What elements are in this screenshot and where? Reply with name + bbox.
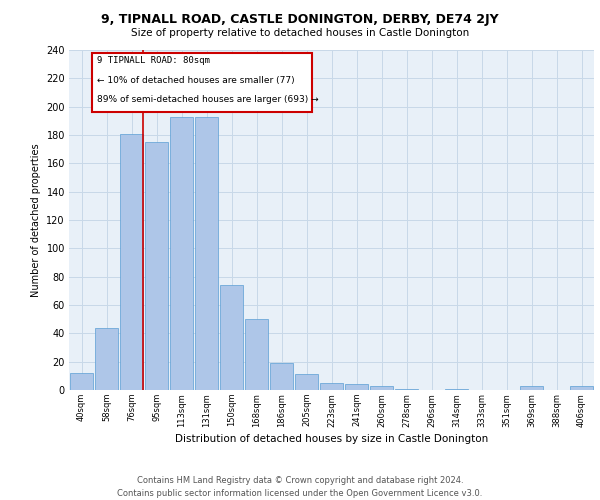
Bar bbox=[395, 388, 418, 390]
Text: Contains HM Land Registry data © Crown copyright and database right 2024.
Contai: Contains HM Land Registry data © Crown c… bbox=[118, 476, 482, 498]
Text: ← 10% of detached houses are smaller (77): ← 10% of detached houses are smaller (77… bbox=[97, 76, 295, 84]
Bar bbox=[445, 388, 468, 390]
Bar bbox=[570, 386, 593, 390]
Bar bbox=[220, 285, 243, 390]
Bar bbox=[345, 384, 368, 390]
Bar bbox=[320, 383, 343, 390]
Bar bbox=[70, 373, 93, 390]
Y-axis label: Number of detached properties: Number of detached properties bbox=[31, 143, 41, 297]
Bar bbox=[145, 142, 168, 390]
Bar bbox=[295, 374, 318, 390]
Bar bbox=[370, 386, 393, 390]
Bar bbox=[245, 319, 268, 390]
Bar bbox=[170, 116, 193, 390]
Text: Size of property relative to detached houses in Castle Donington: Size of property relative to detached ho… bbox=[131, 28, 469, 38]
Text: 9 TIPNALL ROAD: 80sqm: 9 TIPNALL ROAD: 80sqm bbox=[97, 56, 210, 64]
X-axis label: Distribution of detached houses by size in Castle Donington: Distribution of detached houses by size … bbox=[175, 434, 488, 444]
Bar bbox=[95, 328, 118, 390]
FancyBboxPatch shape bbox=[92, 53, 311, 112]
Bar bbox=[120, 134, 143, 390]
Text: 89% of semi-detached houses are larger (693) →: 89% of semi-detached houses are larger (… bbox=[97, 96, 319, 104]
Text: 9, TIPNALL ROAD, CASTLE DONINGTON, DERBY, DE74 2JY: 9, TIPNALL ROAD, CASTLE DONINGTON, DERBY… bbox=[101, 12, 499, 26]
Bar bbox=[270, 363, 293, 390]
Bar bbox=[195, 116, 218, 390]
Bar bbox=[520, 386, 543, 390]
